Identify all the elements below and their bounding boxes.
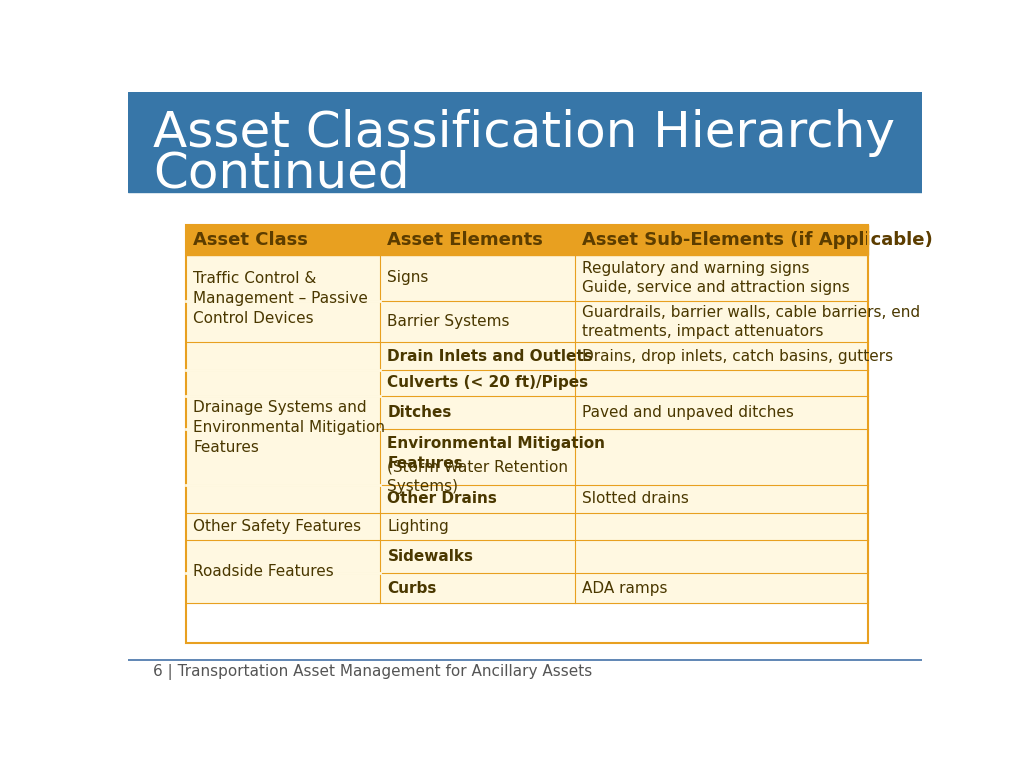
Bar: [186, 343, 868, 370]
Bar: [186, 540, 868, 574]
Text: (Storm Water Retention
Systems): (Storm Water Retention Systems): [387, 459, 568, 494]
Text: Paved and unpaved ditches: Paved and unpaved ditches: [582, 405, 794, 420]
Bar: [186, 225, 868, 255]
Text: Other Safety Features: Other Safety Features: [194, 518, 361, 534]
Text: Drains, drop inlets, catch basins, gutters: Drains, drop inlets, catch basins, gutte…: [582, 349, 893, 364]
Bar: [186, 255, 868, 301]
Text: Culverts (< 20 ft)/Pipes: Culverts (< 20 ft)/Pipes: [387, 376, 589, 390]
Text: Asset Classification Hierarchy: Asset Classification Hierarchy: [153, 109, 895, 157]
Text: ADA ramps: ADA ramps: [582, 581, 668, 595]
Bar: [186, 301, 868, 343]
Text: Signs: Signs: [387, 270, 429, 285]
Bar: [186, 485, 868, 512]
Text: Guardrails, barrier walls, cable barriers, end
treatments, impact attenuators: Guardrails, barrier walls, cable barrier…: [582, 305, 920, 339]
Text: Asset Elements: Asset Elements: [387, 231, 544, 249]
Text: Lighting: Lighting: [387, 518, 450, 534]
Text: Roadside Features: Roadside Features: [194, 564, 334, 578]
Text: Continued: Continued: [153, 149, 410, 197]
Text: Asset Sub-Elements (if Applicable): Asset Sub-Elements (if Applicable): [582, 231, 933, 249]
Bar: [186, 512, 868, 540]
Bar: [186, 574, 868, 603]
Text: Sidewalks: Sidewalks: [387, 549, 473, 564]
Text: Traffic Control &
Management – Passive
Control Devices: Traffic Control & Management – Passive C…: [194, 271, 368, 326]
Text: Drainage Systems and
Environmental Mitigation
Features: Drainage Systems and Environmental Mitig…: [194, 400, 385, 455]
Text: Environmental Mitigation
Features: Environmental Mitigation Features: [387, 436, 605, 471]
Text: Slotted drains: Slotted drains: [582, 492, 689, 506]
Text: 6 | Transportation Asset Management for Ancillary Assets: 6 | Transportation Asset Management for …: [153, 664, 592, 680]
Bar: [128, 92, 922, 192]
Text: Barrier Systems: Barrier Systems: [387, 314, 510, 329]
Text: Asset Class: Asset Class: [194, 231, 308, 249]
Bar: [186, 396, 868, 429]
Text: Other Drains: Other Drains: [387, 492, 498, 506]
Text: Curbs: Curbs: [387, 581, 437, 595]
Text: Drain Inlets and Outlets: Drain Inlets and Outlets: [387, 349, 593, 364]
Text: Ditches: Ditches: [387, 405, 452, 420]
Bar: [186, 225, 868, 644]
Bar: [186, 370, 868, 396]
Text: Regulatory and warning signs
Guide, service and attraction signs: Regulatory and warning signs Guide, serv…: [582, 260, 850, 295]
Bar: [186, 429, 868, 485]
